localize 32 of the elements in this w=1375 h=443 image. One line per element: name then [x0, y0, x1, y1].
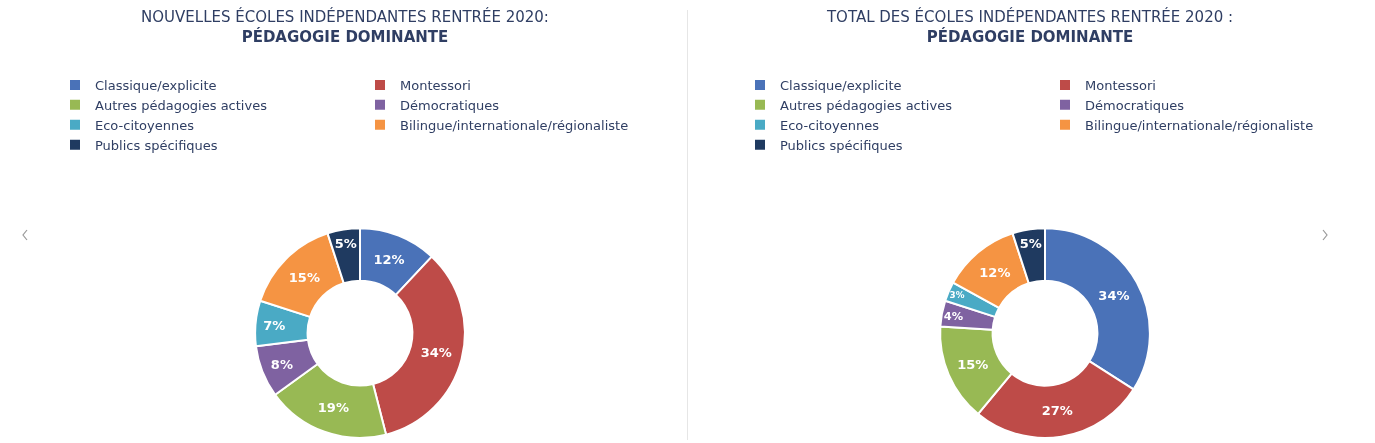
data-label: 34%: [420, 345, 452, 361]
legend-label: Bilingue/internationale/régionaliste: [1085, 117, 1314, 133]
data-label: 3%: [949, 290, 965, 301]
legend-label: Classique/explicite: [95, 78, 217, 94]
data-label: 19%: [317, 399, 349, 415]
data-label: 5%: [334, 236, 357, 252]
chart-subtitle: PÉDAGOGIE DOMINANTE: [241, 26, 449, 46]
legend-label: Classique/explicite: [780, 78, 902, 94]
legend-label: Montessori: [400, 78, 471, 94]
legend-label: Publics spécifiques: [780, 137, 903, 153]
data-label: 4%: [943, 308, 964, 323]
legend-label: Publics spécifiques: [95, 137, 218, 153]
legend-label: Bilingue/internationale/régionaliste: [400, 117, 629, 133]
data-label: 7%: [263, 317, 286, 333]
legend-label: Démocratiques: [1085, 97, 1185, 113]
chart-title: NOUVELLES ÉCOLES INDÉPENDANTES RENTRÉE 2020:: [141, 7, 549, 27]
chart-title: TOTAL DES ÉCOLES INDÉPENDANTES RENTRÉE 2020 :: [825, 7, 1234, 27]
legend-label: Autres pédagogies actives: [780, 97, 953, 113]
data-label: 15%: [957, 356, 989, 372]
legend-label: Autres pédagogies actives: [95, 97, 268, 113]
legend-label: Eco-citoyennes: [95, 117, 195, 133]
data-label: 34%: [1098, 287, 1130, 303]
data-label: 12%: [373, 252, 405, 268]
chart-subtitle: PÉDAGOGIE DOMINANTE: [926, 26, 1134, 46]
data-label: 15%: [288, 270, 320, 285]
data-label: 27%: [1041, 403, 1073, 419]
data-label: 12%: [979, 265, 1011, 281]
legend-label: Eco-citoyennes: [780, 117, 880, 133]
data-label: 8%: [270, 356, 293, 372]
legend-label: Démocratiques: [400, 97, 500, 113]
data-label: 5%: [1019, 236, 1042, 252]
legend-label: Montessori: [1085, 78, 1156, 94]
